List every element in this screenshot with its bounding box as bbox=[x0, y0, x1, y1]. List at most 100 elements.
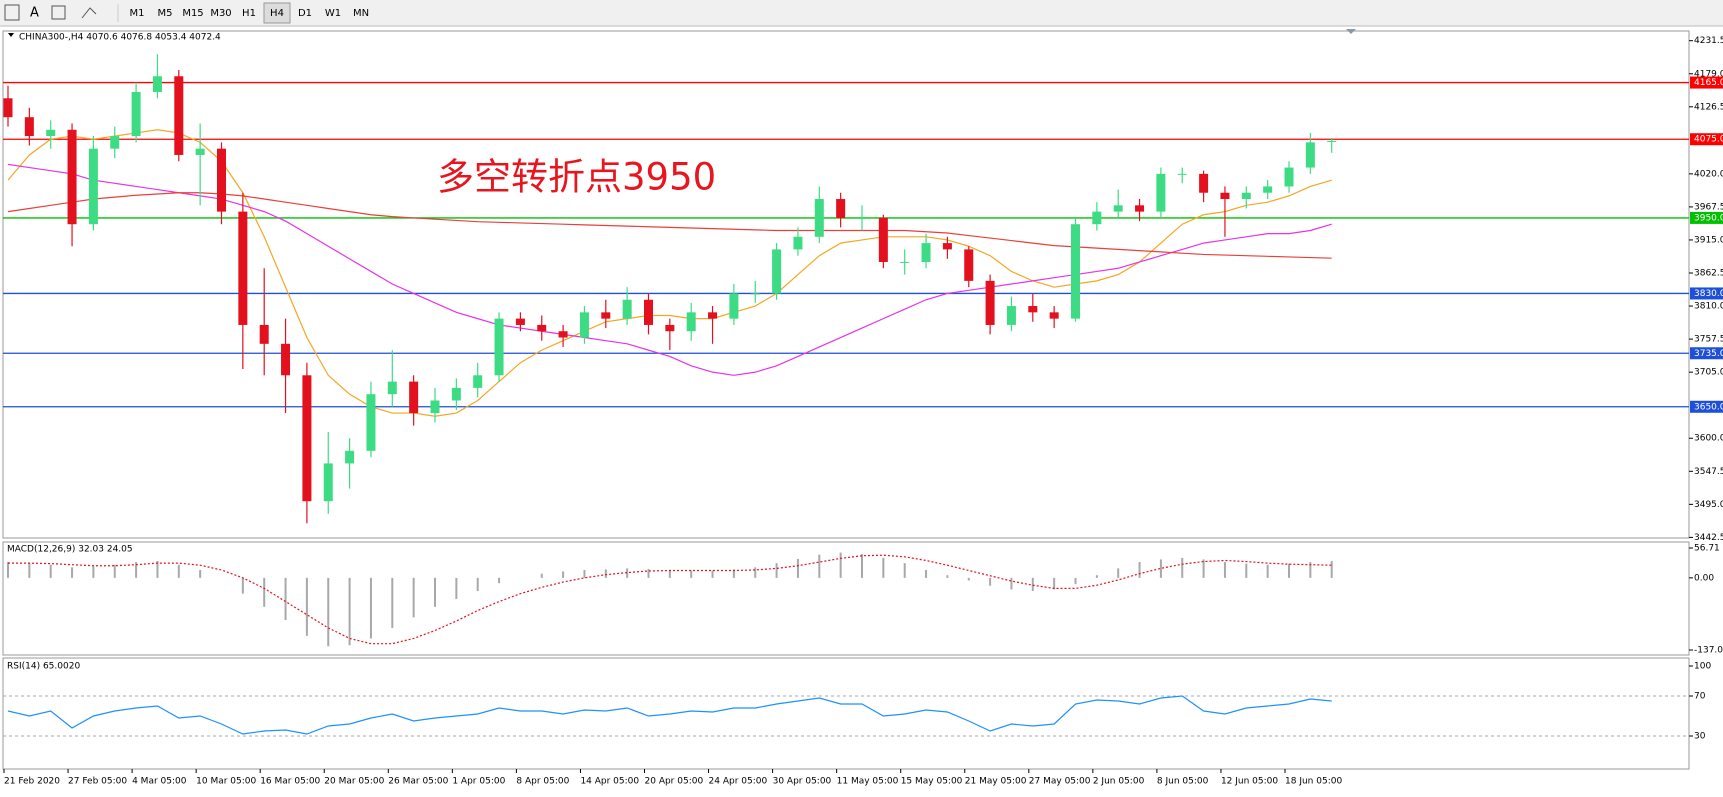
y-tick-label: -137.01 bbox=[1694, 646, 1723, 656]
x-tick-label: 21 Feb 2020 bbox=[4, 777, 60, 787]
candle-body bbox=[1177, 173, 1187, 175]
candle-body bbox=[836, 199, 846, 218]
level-label: 3950.0 bbox=[1694, 213, 1723, 223]
x-tick-label: 15 May 05:00 bbox=[901, 777, 963, 787]
level-label-bg bbox=[1690, 400, 1723, 413]
candle-body bbox=[1199, 173, 1209, 193]
candle-body bbox=[708, 312, 718, 319]
candle-body bbox=[1327, 140, 1337, 142]
timeframe-button[interactable]: M15 bbox=[182, 8, 203, 19]
menu-arrow[interactable] bbox=[8, 33, 14, 37]
y-tick-label: 3967.5 bbox=[1694, 202, 1723, 212]
timeframe-button[interactable]: MN bbox=[353, 8, 369, 19]
shift-marker[interactable] bbox=[1346, 29, 1356, 34]
candle-body bbox=[1006, 306, 1016, 325]
candle-body bbox=[46, 129, 56, 137]
candle-body bbox=[900, 261, 910, 263]
moving-average bbox=[7, 129, 1332, 417]
shapes-tool[interactable] bbox=[81, 7, 97, 19]
timeframe-button[interactable]: H4 bbox=[270, 8, 284, 19]
x-tick-label: 8 Jun 05:00 bbox=[1157, 777, 1209, 787]
main-panel bbox=[2, 30, 1690, 539]
candle-body bbox=[345, 450, 355, 464]
candle-body bbox=[217, 148, 226, 212]
level-label: 4075.0 bbox=[1694, 135, 1723, 145]
annotation: 多空转折点3950 bbox=[437, 156, 716, 199]
candle-body bbox=[451, 387, 461, 401]
candle-body bbox=[558, 331, 568, 338]
candle-body bbox=[366, 394, 376, 451]
level-label: 4165.0 bbox=[1694, 78, 1723, 88]
active-timeframe bbox=[263, 2, 291, 24]
timeframe-button[interactable]: M5 bbox=[158, 8, 173, 19]
macd-panel bbox=[2, 541, 1690, 656]
candle-body bbox=[259, 324, 269, 344]
timeframe-button[interactable]: M1 bbox=[130, 8, 145, 19]
candle-body bbox=[878, 217, 888, 262]
level-label-bg bbox=[1690, 211, 1723, 224]
x-tick-label: 1 Apr 05:00 bbox=[452, 777, 505, 787]
candle-body bbox=[644, 299, 653, 325]
candle-body bbox=[1156, 173, 1166, 212]
x-tick-label: 2 Jun 05:00 bbox=[1093, 777, 1145, 787]
x-tick-label: 4 Mar 05:00 bbox=[132, 777, 187, 787]
candle-body bbox=[1284, 167, 1294, 187]
x-tick-label: 20 Apr 05:00 bbox=[645, 777, 704, 787]
candle-body bbox=[921, 243, 931, 262]
timeframe-button[interactable]: W1 bbox=[325, 8, 341, 19]
x-tick-label: 14 Apr 05:00 bbox=[580, 777, 639, 787]
x-tick-label: 26 Mar 05:00 bbox=[388, 777, 448, 787]
x-tick-label: 24 Apr 05:00 bbox=[709, 777, 768, 787]
rsi-line bbox=[7, 695, 1332, 735]
level-label: 3830.0 bbox=[1694, 289, 1723, 299]
candle-body bbox=[24, 117, 34, 137]
crosshair-tool[interactable] bbox=[4, 4, 20, 21]
y-tick-label: 3600.0 bbox=[1694, 434, 1723, 444]
y-tick-label: 3442.5 bbox=[1694, 533, 1723, 543]
x-tick-label: 18 Jun 05:00 bbox=[1285, 777, 1342, 787]
candle-body bbox=[665, 324, 675, 332]
level-label-bg bbox=[1690, 76, 1723, 89]
candle-body bbox=[515, 318, 525, 325]
candle-body bbox=[857, 217, 867, 219]
rsi-title: RSI(14) 65.0020 bbox=[7, 662, 80, 672]
chart-title: CHINA300-,H4 4070.6 4076.8 4053.4 4072.4 bbox=[19, 33, 221, 43]
candle-body bbox=[67, 129, 77, 225]
moving-average bbox=[7, 163, 1332, 376]
candle-body bbox=[1113, 205, 1123, 212]
level-label: 3650.0 bbox=[1694, 402, 1723, 412]
candle-body bbox=[985, 280, 995, 325]
text-tool[interactable]: A bbox=[30, 6, 39, 21]
toolbar-bg bbox=[0, 0, 1723, 26]
candle-body bbox=[88, 148, 98, 225]
candle-body bbox=[579, 312, 589, 338]
candle-body bbox=[750, 293, 760, 295]
y-tick-label: 3757.5 bbox=[1694, 335, 1723, 345]
candle-body bbox=[964, 249, 974, 281]
y-tick-label: 3495.0 bbox=[1694, 500, 1723, 510]
y-tick-label: 70 bbox=[1694, 692, 1706, 702]
candle-body bbox=[1092, 211, 1102, 225]
candle-body bbox=[195, 148, 205, 155]
level-label-bg bbox=[1690, 287, 1723, 300]
candle-body bbox=[1135, 205, 1145, 212]
candle-body bbox=[1220, 192, 1230, 200]
y-tick-label: 3810.0 bbox=[1694, 302, 1723, 312]
label-tool[interactable] bbox=[51, 5, 66, 20]
x-tick-label: 30 Apr 05:00 bbox=[773, 777, 832, 787]
candle-body bbox=[1049, 312, 1059, 319]
y-tick-label: 4020.0 bbox=[1694, 169, 1723, 179]
timeframe-button[interactable]: D1 bbox=[298, 8, 312, 19]
candle-body bbox=[814, 199, 824, 237]
candle-body bbox=[1305, 142, 1315, 168]
candle-body bbox=[3, 98, 13, 118]
level-label-bg bbox=[1690, 133, 1723, 146]
candle-body bbox=[1071, 224, 1080, 319]
candle-body bbox=[409, 381, 419, 414]
moving-average bbox=[7, 192, 1332, 259]
timeframe-button[interactable]: H1 bbox=[242, 8, 256, 19]
y-tick-label: 56.71 bbox=[1694, 544, 1720, 554]
timeframe-button[interactable]: M30 bbox=[210, 8, 231, 19]
candle-body bbox=[1028, 306, 1038, 313]
